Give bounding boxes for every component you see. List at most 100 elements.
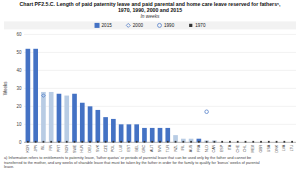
point bbox=[190, 141, 192, 143]
point bbox=[229, 141, 231, 143]
bar bbox=[158, 128, 163, 142]
x-tick-label: LUX bbox=[119, 144, 123, 152]
y-tick-label: 40 bbox=[16, 68, 22, 73]
bar bbox=[49, 92, 54, 142]
x-tick-label: JPN bbox=[34, 144, 38, 151]
point bbox=[81, 141, 83, 143]
x-tick-label: GRC bbox=[142, 144, 146, 152]
point bbox=[66, 141, 68, 143]
footnote: a) Information refers to entitlements to… bbox=[4, 156, 251, 160]
y-tick-label: 60 bbox=[16, 32, 22, 37]
x-tick-label: CHL bbox=[243, 145, 247, 152]
bar bbox=[150, 128, 155, 142]
subtitle: In weeks bbox=[141, 14, 161, 19]
grid-line bbox=[24, 88, 296, 89]
x-tick-label: USA bbox=[267, 144, 271, 152]
bar bbox=[95, 110, 100, 142]
legend-swatch bbox=[158, 23, 162, 27]
point bbox=[214, 141, 216, 143]
legend-swatch bbox=[95, 23, 100, 28]
bar bbox=[165, 128, 170, 142]
bar bbox=[103, 117, 108, 142]
title: 1970, 1990, 2000 and 2015 bbox=[118, 7, 182, 13]
point bbox=[42, 94, 46, 98]
x-tick-label: SVK bbox=[96, 144, 100, 152]
x-tick-label: SWE bbox=[73, 144, 77, 153]
x-tick-label: IRL bbox=[181, 145, 185, 151]
bar bbox=[189, 139, 194, 143]
bar bbox=[88, 106, 93, 142]
y-tick-label: 30 bbox=[16, 86, 22, 91]
y-tick-label: 0 bbox=[19, 140, 22, 145]
point bbox=[43, 141, 45, 143]
legend-swatch bbox=[126, 23, 130, 27]
bar bbox=[111, 119, 116, 142]
x-tick-label: FIN bbox=[49, 144, 53, 150]
legend-swatch bbox=[189, 24, 192, 27]
bar bbox=[142, 128, 147, 142]
point bbox=[276, 141, 278, 143]
x-tick-label: LVA bbox=[282, 144, 286, 151]
grid-line bbox=[24, 52, 296, 53]
point bbox=[159, 141, 161, 143]
x-tick-label: PRT bbox=[57, 144, 61, 152]
point bbox=[237, 141, 239, 143]
x-tick-label: FRA bbox=[197, 144, 201, 152]
x-tick-label: TUR bbox=[166, 144, 170, 152]
point bbox=[221, 141, 223, 143]
legend-items: 2015200019901970 bbox=[95, 23, 206, 28]
x-tick-label: HUN bbox=[80, 144, 84, 152]
bar bbox=[72, 94, 77, 143]
legend-label: 2000 bbox=[133, 23, 144, 28]
x-tick-label: LTU bbox=[290, 144, 294, 151]
bar bbox=[33, 49, 38, 143]
point bbox=[89, 141, 91, 143]
x-tick-label: NOR bbox=[65, 144, 69, 152]
point bbox=[105, 141, 107, 143]
y-tick-label: 50 bbox=[16, 50, 22, 55]
x-tick-label: GBR bbox=[259, 144, 263, 152]
x-tick-label: AUT bbox=[150, 144, 154, 152]
x-tick-label: CAN bbox=[212, 144, 216, 152]
point bbox=[167, 141, 169, 143]
title: Chart PF2.5.C. Length of paid paternity … bbox=[20, 1, 281, 7]
point bbox=[27, 141, 29, 143]
x-tick-label: NZL bbox=[174, 145, 178, 152]
markers bbox=[27, 94, 293, 143]
point bbox=[260, 141, 262, 143]
x-axis-line bbox=[24, 142, 296, 143]
point bbox=[268, 141, 270, 143]
bar bbox=[173, 135, 178, 142]
point bbox=[175, 141, 177, 143]
x-tick-label: POL bbox=[111, 145, 115, 152]
x-tick-label: BEL bbox=[135, 145, 139, 152]
x-tick-label: MEX bbox=[251, 144, 255, 152]
bar bbox=[119, 124, 124, 142]
x-tick-label: AUS bbox=[189, 144, 193, 152]
legend-label: 2015 bbox=[102, 23, 113, 28]
bar bbox=[26, 49, 31, 143]
point bbox=[245, 141, 247, 143]
plot bbox=[26, 49, 217, 143]
bar bbox=[134, 124, 139, 142]
x-tick-label: ESP bbox=[220, 144, 224, 152]
bar bbox=[181, 139, 186, 143]
point bbox=[136, 141, 138, 143]
footnote: transferred to the mother, and any weeks… bbox=[4, 161, 260, 165]
x-tick-label: DEU bbox=[88, 144, 92, 152]
grid-line bbox=[24, 70, 296, 71]
point bbox=[206, 141, 208, 143]
x-tick-label: CZE bbox=[104, 144, 108, 152]
point bbox=[198, 141, 200, 143]
bar bbox=[197, 139, 202, 143]
y-tick-label: 10 bbox=[16, 122, 22, 127]
bar bbox=[80, 103, 85, 143]
point bbox=[182, 141, 184, 143]
bar bbox=[57, 94, 62, 143]
x-tick-label: DNK bbox=[275, 144, 279, 152]
bar bbox=[64, 96, 69, 143]
y-axis-label: Weeks bbox=[4, 81, 9, 96]
footnote: leave. bbox=[4, 165, 14, 169]
point bbox=[50, 141, 52, 143]
point bbox=[205, 110, 209, 114]
